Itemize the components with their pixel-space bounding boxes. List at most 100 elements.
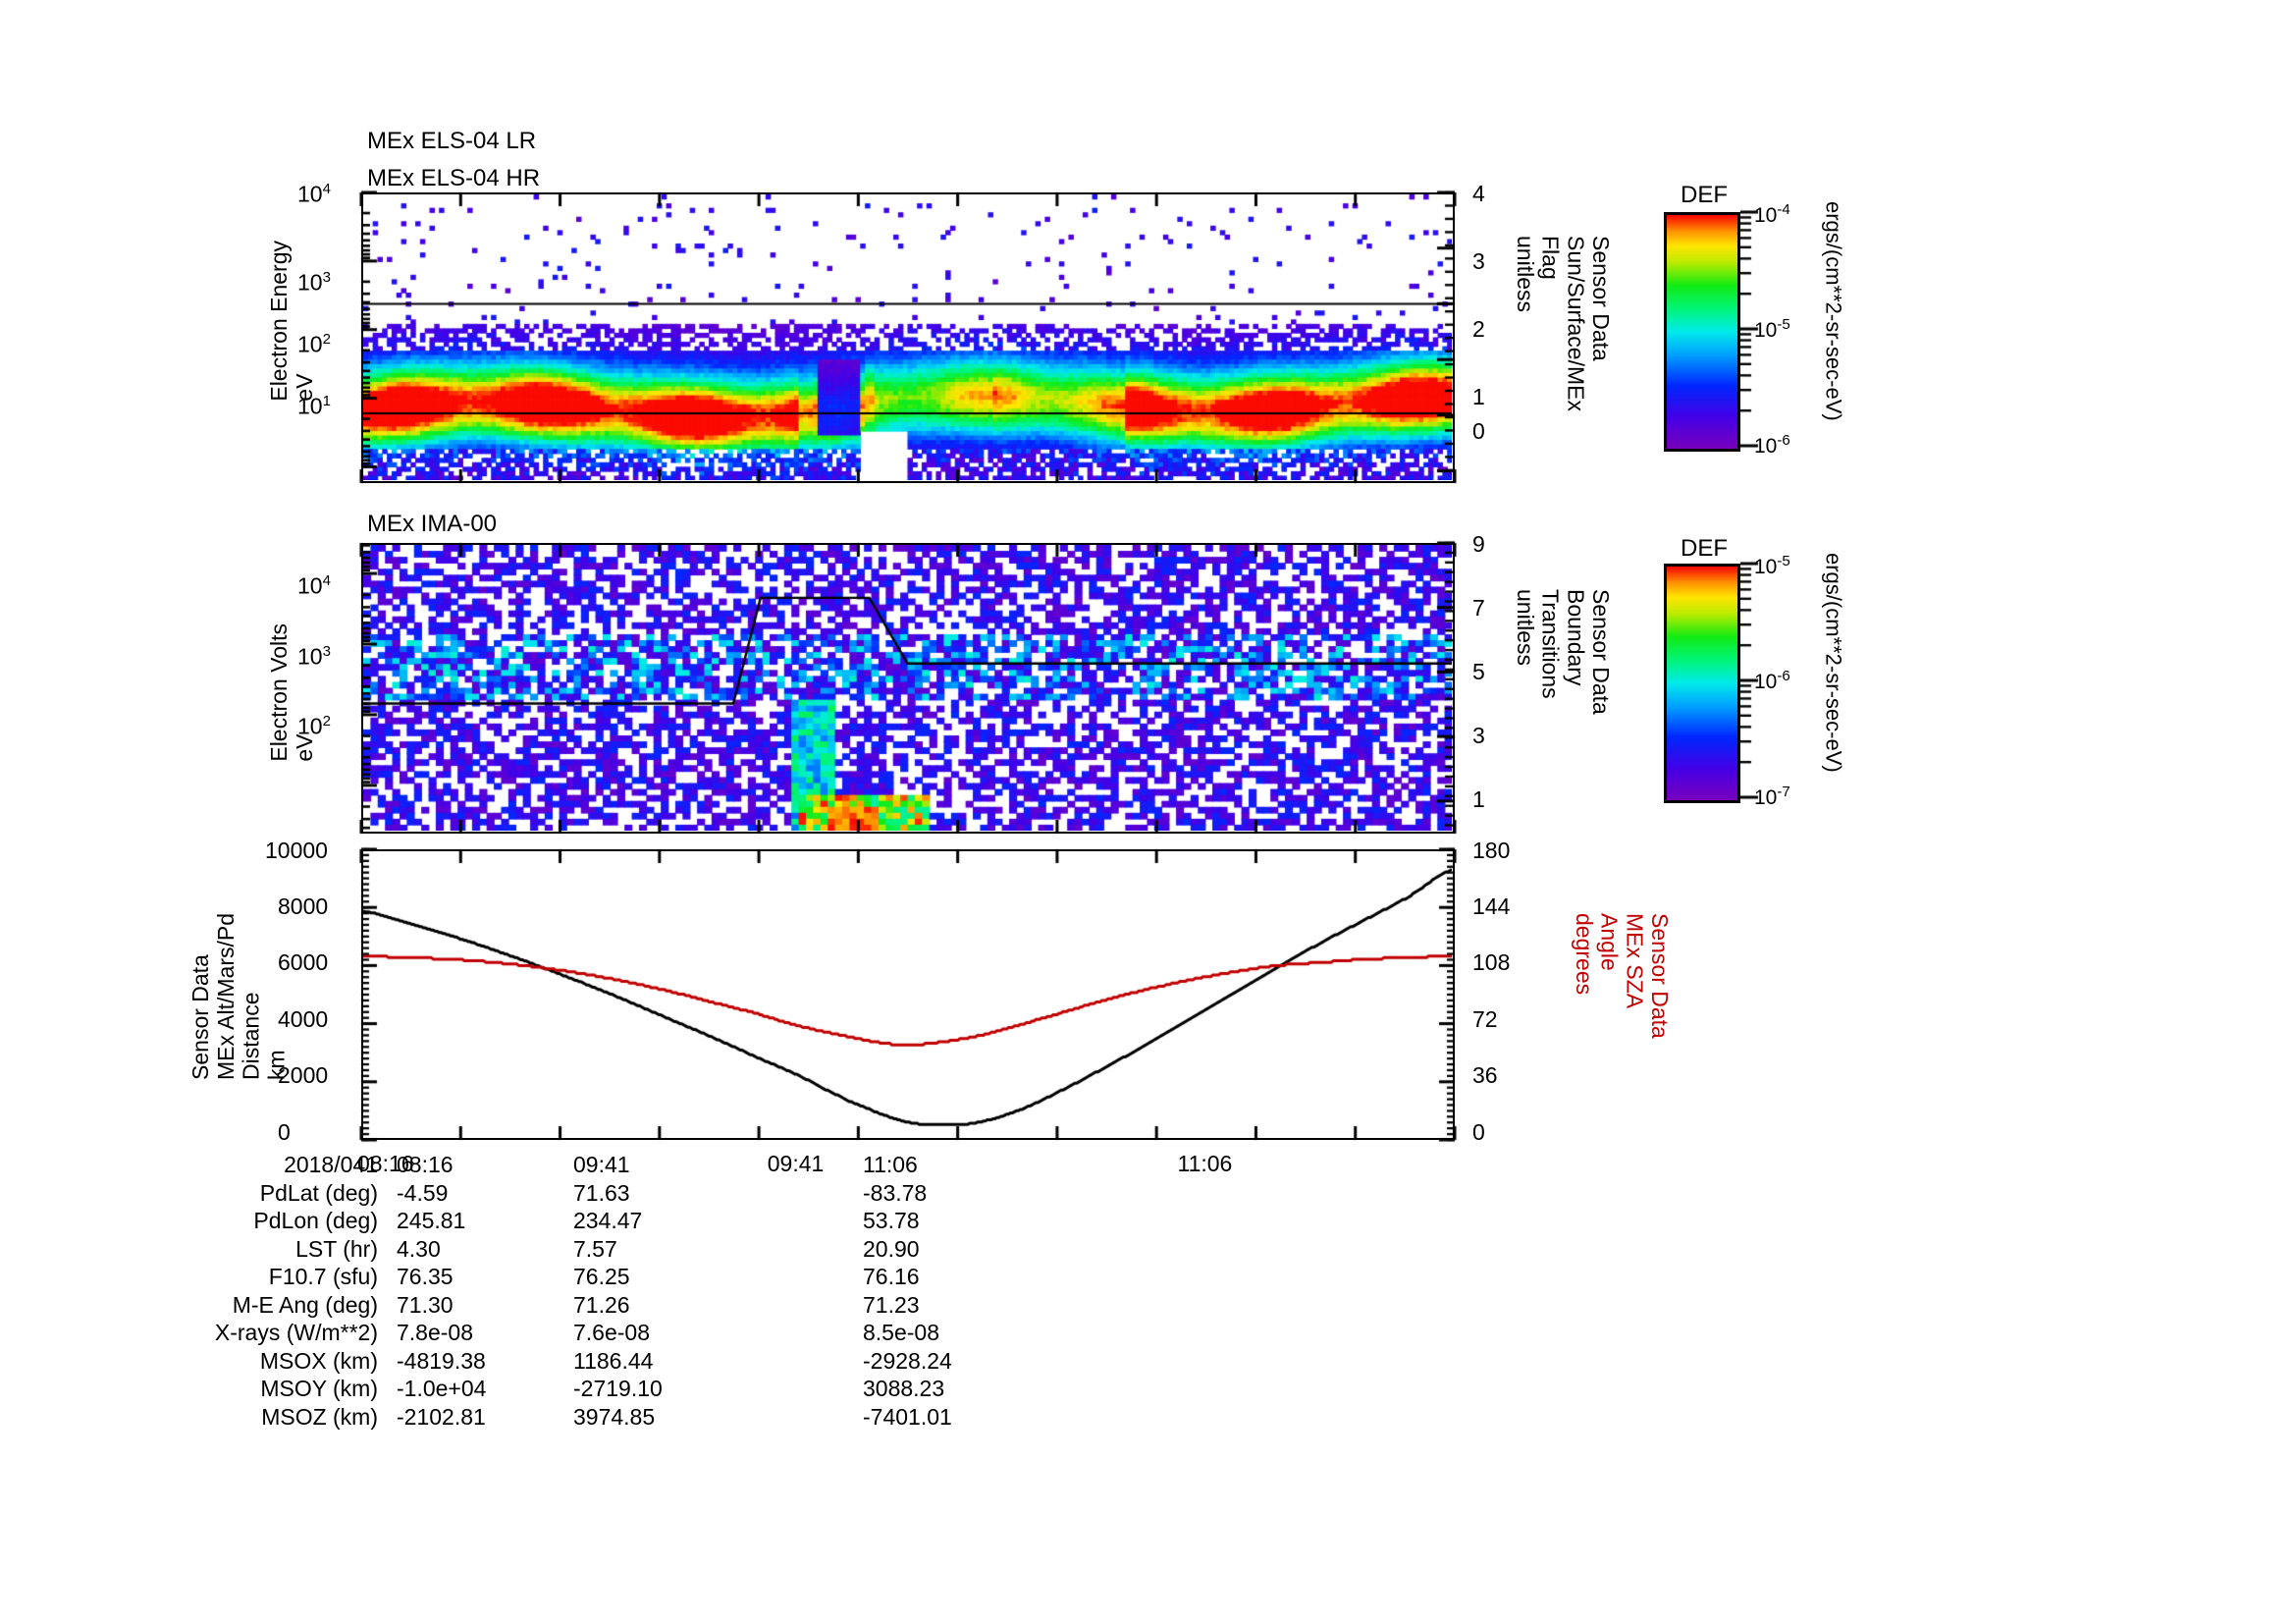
table-row: F10.7 (sfu) 76.35 76.25 76.16 [147, 1263, 1118, 1291]
tick-base: 10 [1754, 204, 1778, 227]
panel2-rtick-1: 1 [1472, 786, 1485, 812]
panel2-ylabel-right: Sensor Data Boundary Transitions unitles… [1512, 589, 1614, 715]
table-cell-col1: 7.8e-08 [397, 1320, 474, 1345]
panel2-plot-area[interactable] [361, 543, 1455, 834]
panel1-rtick-1: 1 [1472, 384, 1485, 409]
tick-exp: -4 [1777, 201, 1790, 218]
colorbar1-tick-top: 10-4 [1754, 201, 1790, 228]
table-cell-col1: 76.35 [397, 1264, 454, 1289]
time-tick-label: 09:41 [767, 1151, 825, 1176]
panel1-rtick-3: 3 [1472, 248, 1485, 274]
table-row-label: X-rays (W/m**2) [214, 1320, 378, 1345]
tick-exp: -5 [1777, 553, 1790, 569]
panel2-ytick-10e3: 103 [297, 643, 331, 671]
colorbar1[interactable] [1664, 212, 1740, 452]
p1-rl4: unitless [1512, 236, 1538, 312]
panel3-ltick-4000: 4000 [278, 1006, 329, 1032]
table-row-label: M-E Ang (deg) [232, 1291, 378, 1318]
p1-rl3: Flag [1537, 236, 1564, 280]
panel2-title: MEx IMA-00 [367, 511, 498, 537]
tick-exp: 2 [322, 331, 331, 348]
panel1-rtick-0: 0 [1472, 418, 1485, 444]
table-cell-col2: 3974.85 [573, 1403, 656, 1430]
table-cell-col3: -7401.01 [863, 1403, 952, 1430]
colorbar1-units: ergs/(cm**2-sr-sec-eV) [1821, 201, 1846, 421]
tick-exp: 3 [322, 269, 331, 286]
table-cell-col3: 8.5e-08 [863, 1320, 940, 1345]
tick-base: 10 [297, 643, 323, 670]
table-cell-col3: -83.78 [863, 1179, 928, 1206]
table-cell-col2: 09:41 [573, 1152, 630, 1177]
tick-base: 10 [297, 393, 323, 419]
tick-base: 10 [1754, 671, 1778, 693]
p1-rl2: Sun/Surface/MEx [1563, 236, 1589, 411]
panel2-ytick-10e4: 104 [297, 572, 331, 600]
panel1-rtick-2: 2 [1472, 316, 1485, 342]
table-row-label: LST (hr) [295, 1235, 378, 1262]
table-row-label: MSOY (km) [260, 1376, 378, 1401]
panel1-title-hr: MEx ELS-04 HR [367, 165, 541, 191]
table-cell-col2: 71.26 [573, 1291, 630, 1318]
colorbar2-tick-top: 10-5 [1754, 553, 1790, 579]
table-cell-col2: 71.63 [573, 1179, 630, 1206]
table-row-label: MSOX (km) [259, 1347, 378, 1374]
panel2-rtick-7: 7 [1472, 595, 1485, 621]
table-cell-col1: 71.30 [397, 1291, 454, 1318]
tick-base: 10 [297, 181, 323, 207]
panel1-plot-area[interactable] [361, 192, 1455, 483]
table-row: PdLat (deg) -4.59 71.63 -83.78 [147, 1179, 1118, 1208]
table-row: X-rays (W/m**2) 7.8e-08 7.6e-08 8.5e-08 [147, 1319, 1118, 1347]
panel3-ltick-6000: 6000 [278, 949, 329, 975]
table-cell-col1: -2102.81 [397, 1403, 486, 1430]
tick-exp: -6 [1777, 432, 1790, 449]
table-cell-col3: 71.23 [863, 1291, 920, 1318]
info-table: 2018/041 08:16 09:41 11:06 PdLat (deg) -4.59 7… [147, 1151, 1118, 1431]
panel3-ltick-10000: 10000 [265, 838, 328, 863]
colorbar2-title: DEF [1681, 535, 1728, 562]
tick-base: 10 [1754, 786, 1778, 809]
panel3-plot-area[interactable] [361, 849, 1455, 1140]
p3-rl1: Sensor Data [1647, 913, 1673, 1039]
panel1-ylabel-left-line1: Electron Energy [266, 241, 292, 402]
panel2-rtick-3: 3 [1472, 723, 1485, 748]
panel3-rtick-180: 180 [1472, 838, 1511, 863]
table-cell-col3: 53.78 [863, 1208, 920, 1233]
p2-ll1: Electron Volts [266, 623, 292, 762]
p3-rl2: MEx SZA [1622, 913, 1648, 1009]
panel3-ltick-0: 0 [278, 1119, 291, 1145]
table-row: MSOX (km) -4819.38 1186.44 -2928.24 [147, 1347, 1118, 1376]
p2-rl2: Boundary [1563, 589, 1589, 686]
table-row: 2018/041 08:16 09:41 11:06 [147, 1151, 1118, 1179]
tick-base: 10 [1754, 556, 1778, 578]
panel2-rtick-5: 5 [1472, 659, 1485, 684]
table-cell-col2: -2719.10 [573, 1376, 663, 1401]
table-cell-col1: -4819.38 [397, 1347, 486, 1374]
colorbar1-tick-bot: 10-6 [1754, 432, 1790, 459]
tick-base: 10 [297, 269, 323, 296]
colorbar1-tick-mid: 10-5 [1754, 316, 1790, 343]
table-cell-col2: 76.25 [573, 1264, 630, 1289]
colorbar2-tick-bot: 10-7 [1754, 784, 1790, 810]
table-cell-col2: 7.6e-08 [573, 1320, 651, 1345]
colorbar2[interactable] [1664, 564, 1740, 803]
table-row-label: MSOZ (km) [261, 1403, 378, 1430]
p2-rl3: Transitions [1537, 589, 1564, 699]
p1-rl1: Sensor Data [1588, 236, 1614, 361]
colorbar1-title: DEF [1681, 182, 1728, 208]
table-cell-col3: 11:06 [863, 1152, 918, 1177]
tick-base: 10 [1754, 435, 1778, 458]
tick-base: 10 [1754, 319, 1778, 342]
time-tick-label: 11:06 [1177, 1151, 1233, 1176]
table-row-label: 2018/041 [284, 1152, 378, 1177]
tick-exp: -7 [1777, 784, 1790, 800]
table-row: M-E Ang (deg) 71.30 71.26 71.23 [147, 1291, 1118, 1320]
panel2-rtick-9: 9 [1472, 531, 1485, 557]
panel1-ytick-10e3: 103 [297, 269, 331, 297]
panel1-ylabel-left: Electron Energy eV [266, 241, 318, 402]
table-cell-col2: 7.57 [573, 1235, 617, 1262]
table-row: MSOZ (km) -2102.81 3974.85 -7401.01 [147, 1403, 1118, 1432]
panel3-rtick-36: 36 [1472, 1062, 1498, 1088]
panel1-ytick-10e1: 101 [297, 393, 331, 420]
panel2-ytick-10e2: 102 [297, 713, 331, 740]
table-cell-col3: 3088.23 [863, 1376, 945, 1401]
